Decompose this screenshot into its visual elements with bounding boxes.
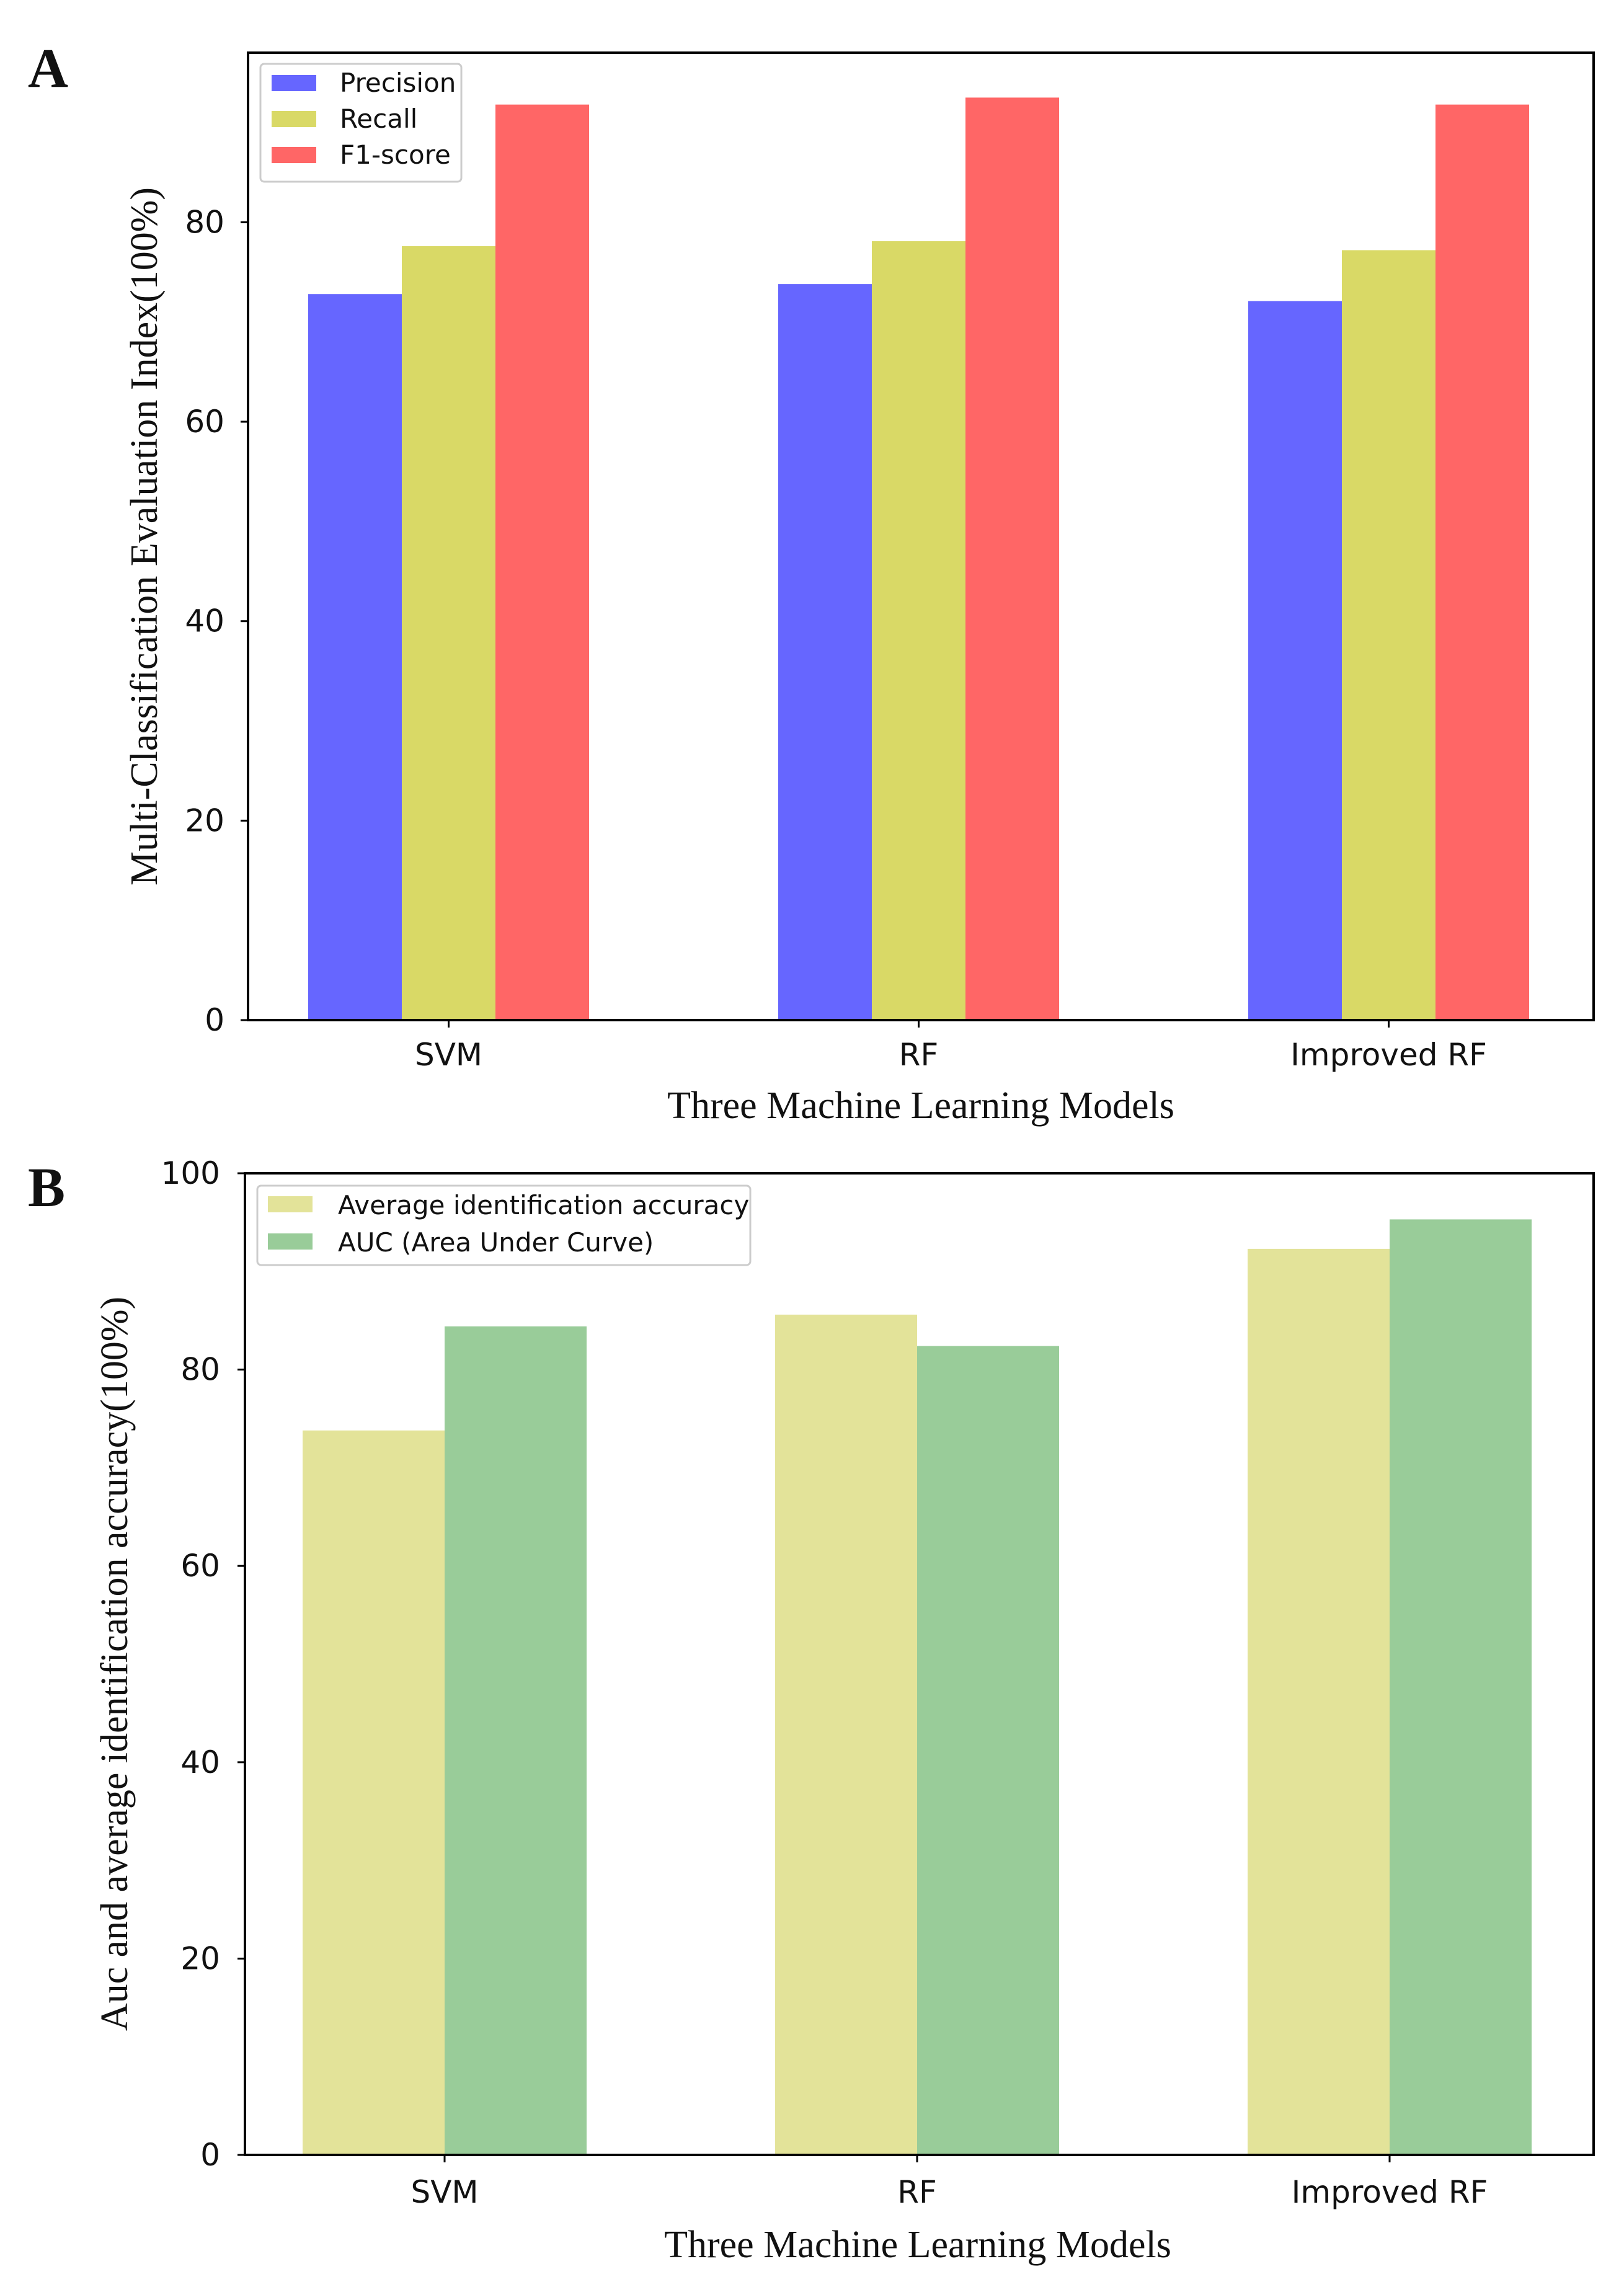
x-tick-label-a-2: Improved RF <box>1290 1037 1487 1073</box>
legend-a-f1-swatch <box>272 147 316 163</box>
y-tick-label-a-4: 80 <box>185 204 224 240</box>
legend-b-accuracy-label: Average identification accuracy <box>338 1190 749 1220</box>
bar-b-rf-average-identification-accuracy <box>775 1314 917 2155</box>
bar-a-svm-precision <box>308 294 402 1021</box>
x-tick-label-a-0: SVM <box>415 1037 482 1073</box>
legend-b-accuracy-swatch <box>268 1196 313 1212</box>
bar-a-svm-f1-score <box>495 104 589 1020</box>
y-tick-label-b-0: 0 <box>200 2137 220 2173</box>
panel-b-y-ticks: 0 20 40 60 80 100 <box>161 1155 245 2173</box>
bar-b-improved-rf-average-identification-accuracy <box>1248 1248 1390 2155</box>
y-tick-label-a-0: 0 <box>205 1002 224 1038</box>
panel-b-plot-frame <box>244 1172 1595 2156</box>
y-tick-label-a-3: 60 <box>185 404 224 440</box>
bar-b-improved-rf-auc-area-under-curve <box>1390 1219 1532 2155</box>
bar-a-improved-rf-precision <box>1248 301 1342 1020</box>
panel-a-letter: A <box>28 38 68 99</box>
y-tick-label-a-1: 20 <box>185 802 224 838</box>
x-tick-label-b-1: RF <box>897 2174 937 2210</box>
y-tick-label-b-5: 100 <box>161 1155 220 1191</box>
y-tick-label-b-3: 60 <box>180 1548 220 1584</box>
panel-a-y-ticks: 0 20 40 60 80 <box>185 204 248 1038</box>
panel-b-chart: B 0 20 40 60 80 100 SVM RF Improved RF Three Ma… <box>28 1155 1595 2266</box>
legend-b-auc-swatch <box>268 1233 313 1250</box>
bar-a-rf-precision <box>778 284 872 1020</box>
legend-a-recall-label: Recall <box>340 104 417 134</box>
legend-a-precision-swatch <box>272 75 316 91</box>
panel-a-bars <box>308 97 1529 1021</box>
panel-a-legend: Precision Recall F1-score <box>259 63 463 183</box>
y-tick-label-b-1: 20 <box>180 1940 220 1976</box>
legend-a-f1-label: F1-score <box>340 140 451 170</box>
panel-b-y-axis-label: Auc and average identification accuracy(… <box>94 1297 136 2031</box>
x-tick-label-a-1: RF <box>899 1037 939 1073</box>
panel-b-letter: B <box>28 1157 65 1219</box>
bar-b-rf-auc-area-under-curve <box>917 1346 1059 2155</box>
legend-a-precision-label: Precision <box>340 68 456 98</box>
bar-a-improved-rf-recall <box>1342 250 1435 1020</box>
panel-a-chart: A 0 20 40 60 80 SVM RF Improved RF Three Machi… <box>28 38 1595 1127</box>
x-tick-label-b-2: Improved RF <box>1292 2174 1488 2210</box>
y-tick-label-b-4: 80 <box>180 1352 220 1388</box>
y-tick-label-a-2: 40 <box>185 603 224 639</box>
panel-a-x-axis-label: Three Machine Learning Models <box>667 1085 1174 1127</box>
legend-a-recall-swatch <box>272 111 316 127</box>
panel-a-y-axis-label: Multi-Classification Evaluation Index(10… <box>123 187 166 886</box>
panel-a-x-ticks: SVM RF Improved RF <box>415 1020 1487 1073</box>
panel-b-x-ticks: SVM RF Improved RF <box>410 2155 1488 2210</box>
legend-b-auc-label: AUC (Area Under Curve) <box>338 1227 654 1258</box>
bar-a-rf-f1-score <box>965 97 1059 1021</box>
x-tick-label-b-0: SVM <box>410 2174 478 2210</box>
panel-a-plot-frame <box>247 51 1595 1021</box>
bar-b-svm-auc-area-under-curve <box>445 1326 587 2155</box>
panel-b-x-axis-label: Three Machine Learning Models <box>664 2224 1171 2266</box>
bar-a-improved-rf-f1-score <box>1435 104 1529 1020</box>
panel-b-legend-box <box>256 1184 752 1266</box>
bar-a-svm-recall <box>402 246 495 1020</box>
bar-b-svm-average-identification-accuracy <box>303 1430 445 2155</box>
bar-a-rf-recall <box>872 241 965 1021</box>
panel-b-bars <box>303 1219 1532 2155</box>
y-tick-label-b-2: 40 <box>180 1744 220 1780</box>
panel-b-legend: Average identification accuracy AUC (Are… <box>256 1184 752 1266</box>
